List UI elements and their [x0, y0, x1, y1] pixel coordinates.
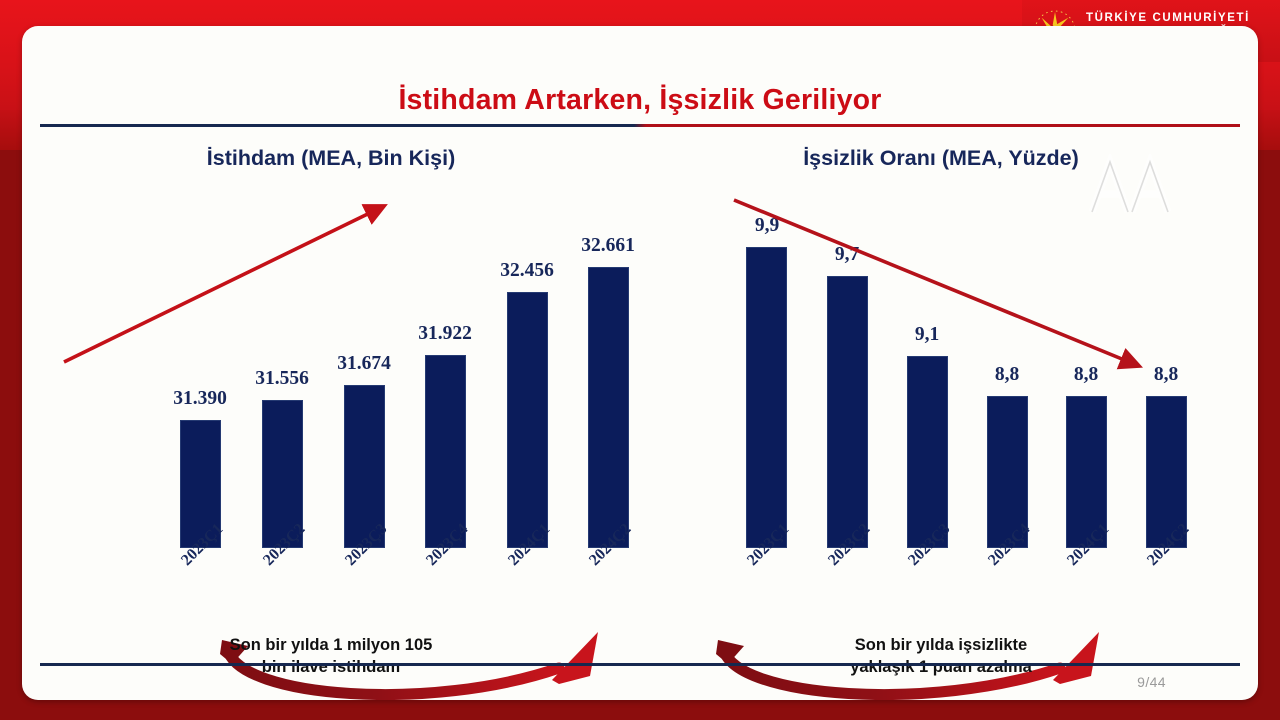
bar — [425, 355, 466, 548]
callout-line-2: yaklaşık 1 puan azalma — [850, 658, 1032, 677]
bar-value-label: 8,8 — [1153, 364, 1179, 385]
chart-employment-callout-text: Son bir yılda 1 milyon 105 bin ilave ist… — [32, 634, 630, 679]
bar-value-label: 9,9 — [754, 215, 780, 236]
bar-value-label: 31.556 — [255, 368, 309, 389]
chart-employment-plot: 31.390 31.556 31.674 31.922 32.456 32.66… — [32, 188, 635, 548]
bar-value-label: 32.456 — [500, 260, 554, 281]
bar-value-label: 31.922 — [418, 323, 472, 344]
bar — [746, 247, 787, 548]
chart-unemployment-callout-text: Son bir yılda işsizlikte yaklaşık 1 puan… — [642, 634, 1240, 679]
bar-value-label: 32.661 — [581, 235, 635, 256]
bar — [262, 400, 303, 548]
slide-content-card: İstihdam Artarken, İşsizlik Geriliyor İs… — [22, 26, 1258, 700]
callout-line-1: Son bir yılda 1 milyon 105 — [229, 636, 433, 654]
chart-unemployment-title: İşsizlik Oranı (MEA, Yüzde) — [803, 146, 1079, 170]
bar — [507, 292, 548, 548]
bar — [588, 267, 629, 548]
bar — [1146, 396, 1187, 548]
chart-unemployment-plot: 9,9 9,7 9,1 8,8 8,8 8,8 — [642, 188, 1240, 548]
bar — [344, 385, 385, 548]
bar — [180, 420, 221, 548]
bar-value-label: 9,7 — [834, 244, 860, 265]
curved-arrow-icon — [220, 632, 598, 700]
bar — [987, 396, 1028, 548]
logo-line-1: TÜRKİYE CUMHURİYETİ — [1086, 11, 1250, 24]
bar-value-label: 9,1 — [914, 324, 940, 345]
chart-unemployment: İşsizlik Oranı (MEA, Yüzde) 9,9 9,7 9,1 … — [642, 136, 1240, 700]
bar-value-label: 31.674 — [337, 353, 391, 374]
chart-unemployment-callout: Son bir yılda işsizlikte yaklaşık 1 puan… — [642, 606, 1240, 700]
callout-line-1: Son bir yılda işsizlikte — [854, 636, 1028, 654]
chart-employment-title: İstihdam (MEA, Bin Kişi) — [206, 146, 456, 170]
bar — [1066, 396, 1107, 548]
bar — [907, 356, 948, 548]
curved-arrow-icon — [716, 632, 1099, 700]
bar — [827, 276, 868, 548]
callout-line-2: bin ilave istihdam — [261, 658, 401, 677]
bar-value-label: 31.390 — [173, 388, 227, 409]
bar-value-label: 8,8 — [1073, 364, 1099, 385]
page-title: İstihdam Artarken, İşsizlik Geriliyor — [398, 84, 882, 116]
page-number: 9/44 — [1137, 674, 1166, 690]
chart-employment: İstihdam (MEA, Bin Kişi) 31.390 31.556 3… — [32, 136, 635, 700]
bar-value-label: 8,8 — [994, 364, 1020, 385]
footer-divider — [40, 663, 1240, 666]
chart-employment-callout: Son bir yılda 1 milyon 105 bin ilave ist… — [32, 606, 630, 700]
title-divider — [40, 124, 1240, 127]
